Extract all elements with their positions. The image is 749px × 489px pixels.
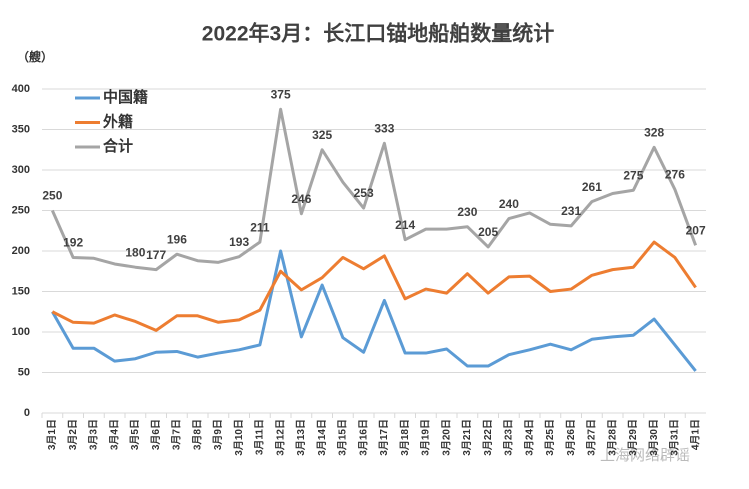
- y-axis-label: （艘）: [17, 49, 53, 64]
- data-label: 180: [125, 245, 145, 259]
- data-label: 207: [686, 224, 706, 238]
- x-tick-label: 3月8日: [191, 419, 203, 450]
- x-tick-label: 3月7日: [171, 419, 183, 450]
- data-label: 196: [167, 232, 187, 246]
- x-tick-label: 3月20日: [440, 419, 452, 456]
- y-tick-label: 150: [12, 285, 30, 297]
- data-label: 193: [229, 235, 249, 249]
- data-label: 246: [291, 192, 311, 206]
- chart-title: 2022年3月：长江口锚地船舶数量统计: [202, 22, 554, 46]
- data-label: 333: [374, 121, 394, 135]
- data-label: 230: [457, 205, 477, 219]
- data-label: 240: [499, 197, 519, 211]
- series-line: [51, 249, 697, 372]
- data-label: 250: [42, 189, 62, 203]
- data-label: 192: [63, 236, 83, 250]
- data-label: 177: [146, 248, 166, 262]
- x-tick-label: 3月24日: [523, 419, 535, 456]
- data-label: 275: [623, 168, 643, 182]
- data-label: 276: [665, 168, 685, 182]
- x-tick-label: 3月23日: [503, 419, 515, 456]
- series-line: [51, 240, 697, 332]
- x-tick-label: 3月16日: [357, 419, 369, 456]
- y-tick-label: 50: [18, 366, 30, 378]
- data-label: 375: [271, 87, 291, 101]
- x-tick-label: 3月15日: [337, 419, 349, 456]
- x-tick-label: 3月29日: [627, 419, 639, 456]
- y-tick-label: 0: [24, 407, 30, 419]
- data-label: 205: [478, 225, 498, 239]
- data-label: 261: [582, 180, 602, 194]
- x-tick-label: 3月11日: [254, 419, 266, 455]
- series-line: [51, 107, 698, 272]
- x-tick-label: 3月5日: [129, 419, 141, 450]
- x-tick-label: 3月10日: [233, 419, 245, 456]
- data-label: 214: [395, 218, 415, 232]
- x-tick-label: 4月1日: [689, 419, 701, 450]
- x-tick-label: 3月2日: [67, 419, 79, 450]
- y-tick-label: 200: [12, 245, 30, 257]
- x-tick-label: 3月9日: [212, 419, 224, 450]
- x-tick-label: 3月22日: [482, 419, 494, 456]
- data-label: 328: [644, 125, 664, 139]
- x-tick-label: 3月25日: [544, 419, 556, 456]
- data-label: 253: [354, 186, 374, 200]
- x-tick-label: 3月26日: [565, 419, 577, 456]
- watermark: 上海网络辟谣: [600, 447, 690, 464]
- x-tick-label: 3月13日: [295, 419, 307, 456]
- y-tick-label: 250: [12, 204, 30, 216]
- legend-label: 外籍: [102, 112, 133, 130]
- x-tick-label: 3月30日: [648, 419, 660, 456]
- x-tick-label: 3月4日: [108, 419, 120, 450]
- legend-label: 中国籍: [103, 88, 148, 106]
- x-tick-label: 3月19日: [420, 419, 432, 456]
- x-tick-label: 3月12日: [274, 419, 286, 456]
- y-tick-label: 100: [12, 326, 30, 338]
- x-tick-label: 3月14日: [316, 419, 328, 456]
- x-tick-label: 3月18日: [399, 419, 411, 456]
- x-tick-label: 3月3日: [88, 419, 100, 450]
- y-tick-label: 300: [12, 164, 30, 176]
- y-tick-label: 350: [12, 123, 30, 135]
- data-label: 231: [561, 204, 581, 218]
- x-tick-label: 3月1日: [46, 419, 58, 450]
- data-label: 211: [250, 220, 270, 234]
- x-tick-label: 3月6日: [150, 419, 162, 450]
- y-tick-label: 400: [12, 83, 30, 95]
- x-tick-label: 3月31日: [669, 419, 681, 456]
- x-tick-label: 3月28日: [606, 419, 618, 456]
- x-tick-label: 3月21日: [461, 419, 473, 456]
- x-tick-label: 3月17日: [378, 419, 390, 456]
- data-label: 325: [312, 128, 332, 142]
- x-tick-label: 3月27日: [586, 419, 598, 456]
- legend-label: 合计: [102, 137, 133, 155]
